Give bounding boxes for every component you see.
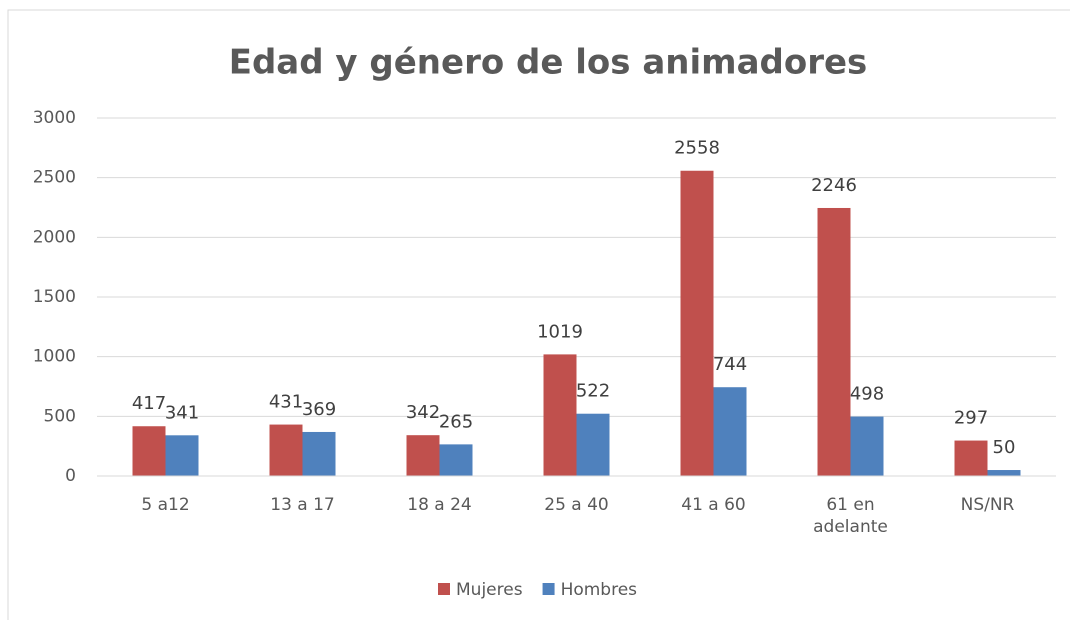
x-tick-label: NS/NR (960, 495, 1015, 515)
bar (165, 435, 199, 476)
data-label: 369 (302, 399, 336, 420)
bar (987, 470, 1021, 476)
y-tick-label: 500 (44, 406, 76, 426)
x-tick-label: 25 a 40 (544, 495, 609, 515)
bar (713, 387, 747, 476)
data-label: 744 (713, 354, 747, 375)
y-tick-label: 1000 (33, 347, 76, 367)
x-tick-label: 61 en adelante (813, 495, 888, 537)
chart-frame (7, 9, 1070, 620)
legend-swatch (438, 583, 450, 595)
bar (302, 431, 336, 476)
legend-label: Hombres (561, 580, 638, 600)
x-tick-label: 13 a 17 (270, 495, 335, 515)
y-tick-label: 2000 (33, 227, 76, 247)
bar (269, 424, 303, 476)
bar (406, 435, 440, 476)
data-label: 417 (132, 393, 166, 414)
data-label: 50 (993, 437, 1016, 458)
data-label: 265 (439, 411, 473, 432)
data-label: 431 (269, 392, 303, 413)
y-tick-label: 0 (65, 466, 76, 486)
x-tick-label: 18 a 24 (407, 495, 472, 515)
y-tick-label: 2500 (33, 168, 76, 188)
y-tick-label: 1500 (33, 287, 76, 307)
x-tick-label: 41 a 60 (681, 495, 746, 515)
data-label: 341 (165, 402, 199, 423)
data-label: 297 (954, 408, 988, 429)
bar (954, 440, 988, 476)
data-label: 2246 (811, 175, 857, 196)
data-label: 522 (576, 381, 610, 402)
legend-swatch (542, 583, 555, 595)
legend-label: Mujeres (456, 580, 523, 600)
x-tick-label: 5 a12 (141, 495, 190, 515)
data-label: 342 (406, 402, 440, 423)
bar (439, 444, 473, 476)
bar (132, 426, 166, 476)
y-tick-label: 3000 (33, 108, 76, 128)
bar (680, 170, 714, 476)
data-label: 498 (850, 384, 884, 405)
data-label: 2558 (674, 138, 720, 159)
data-label: 1019 (537, 321, 583, 342)
chart-title: Edad y género de los animadores (229, 43, 868, 83)
bar (850, 416, 884, 476)
bar (543, 354, 577, 476)
bar (817, 207, 851, 476)
bar (576, 413, 610, 476)
